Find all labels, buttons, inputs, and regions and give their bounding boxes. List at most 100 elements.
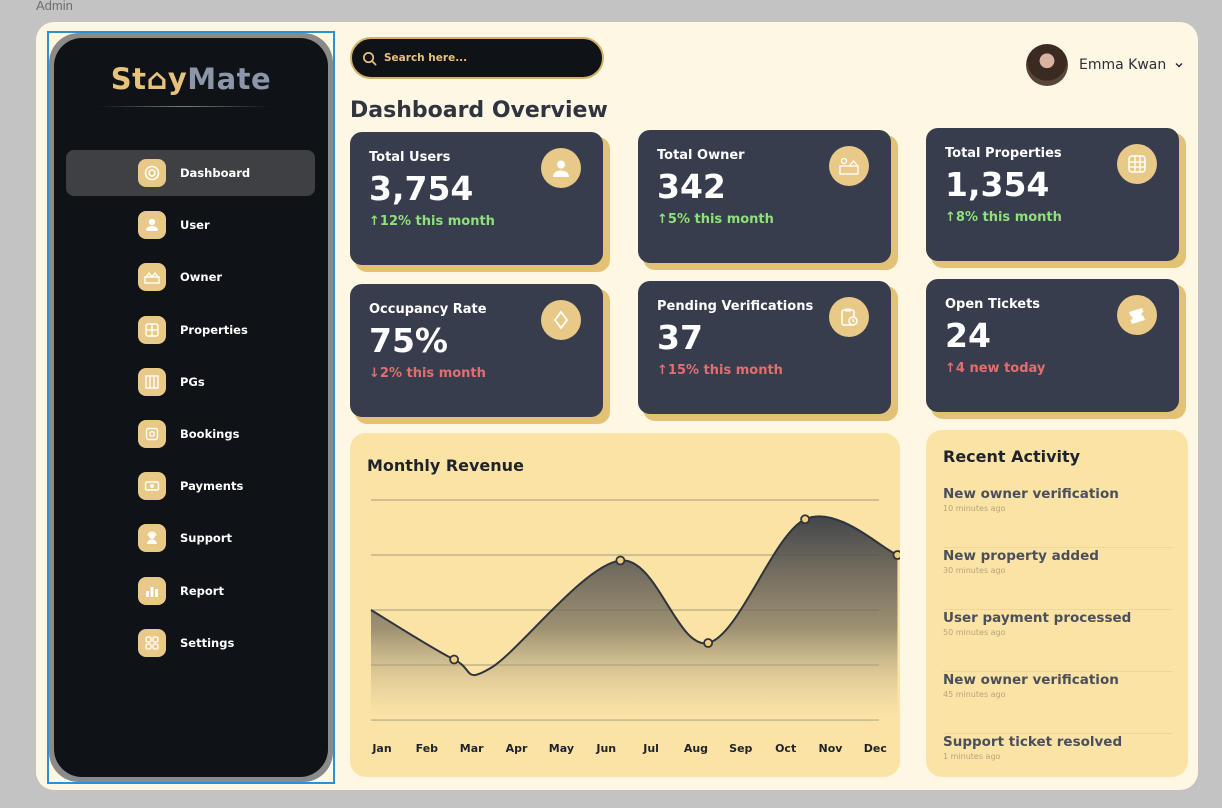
arrow-down-icon: ↓: [369, 366, 380, 381]
support-icon: [138, 524, 166, 553]
x-tick-label: Jun: [595, 742, 616, 755]
activity-time: 50 minutes ago: [943, 628, 1006, 637]
brand-logo[interactable]: St⌂yMate: [110, 62, 272, 96]
activity-time: 30 minutes ago: [943, 566, 1006, 575]
page-title: Dashboard Overview: [350, 98, 608, 123]
owner-icon: [138, 263, 166, 292]
data-point[interactable]: [449, 654, 460, 665]
sidebar-item-label: User: [180, 218, 210, 233]
stat-trend: ↑15% this month: [657, 363, 872, 378]
sidebar-nav: Dashboard User Owner Properties PGs Bookings P…: [66, 150, 315, 672]
x-tick-label: Apr: [506, 742, 528, 755]
sidebar-item-support[interactable]: Support: [66, 515, 315, 561]
stat-trend-text: 5% this month: [667, 212, 774, 227]
stat-trend-text: 12% this month: [379, 214, 495, 229]
x-tick-label: Jul: [642, 742, 659, 755]
x-tick-label: Aug: [684, 742, 708, 755]
arrow-up-icon: ↑: [369, 214, 380, 229]
search-bar[interactable]: [350, 37, 604, 79]
avatar[interactable]: [1026, 44, 1068, 86]
stat-card[interactable]: Total Users 3,754 ↑12% this month: [350, 132, 610, 272]
stat-trend-text: 15% this month: [667, 363, 783, 378]
x-tick-label: Nov: [819, 742, 844, 755]
stat-card[interactable]: Pending Verifications 37 ↑15% this month: [638, 281, 898, 421]
stat-card-body: Total Owner 342 ↑5% this month: [638, 130, 891, 263]
data-point[interactable]: [800, 514, 811, 525]
activity-item[interactable]: Support ticket resolved 1 minutes ago: [943, 734, 1173, 777]
sidebar-item-label: Support: [180, 531, 233, 546]
data-point[interactable]: [892, 550, 900, 560]
x-tick-label: Feb: [416, 742, 439, 755]
revenue-chart-card: Monthly Revenue Jan Feb Mar Apr May Jun Jul Aug…: [350, 433, 900, 777]
house-icon: ⌂: [146, 62, 168, 96]
activity-item[interactable]: New owner verification 45 minutes ago: [943, 672, 1173, 734]
stat-trend: ↓2% this month: [369, 366, 584, 381]
arrow-up-icon: ↑: [945, 361, 956, 376]
activity-text: New property added: [943, 548, 1099, 564]
sidebar-item-label: Report: [180, 583, 224, 598]
users-icon: [541, 148, 581, 188]
sidebar: St⌂yMate Dashboard User Owner Properties PGs…: [54, 38, 328, 777]
recent-activity-panel: Recent Activity New owner verification 10…: [926, 430, 1188, 777]
activity-item[interactable]: New owner verification 10 minutes ago: [943, 486, 1173, 548]
payments-icon: [138, 472, 166, 501]
sidebar-item-payments[interactable]: Payments: [66, 463, 315, 509]
stat-value: 1,354: [945, 165, 1050, 204]
stat-card[interactable]: Total Properties 1,354 ↑8% this month: [926, 128, 1186, 268]
x-tick-label: Oct: [775, 742, 796, 755]
stat-trend: ↑5% this month: [657, 212, 872, 227]
revenue-area: [371, 516, 898, 720]
activity-time: 10 minutes ago: [943, 504, 1006, 513]
sidebar-item-user[interactable]: User: [66, 202, 315, 248]
sidebar-item-label: Owner: [180, 270, 223, 285]
stat-card-body: Occupancy Rate 75% ↓2% this month: [350, 284, 603, 417]
sidebar-item-settings[interactable]: Settings: [66, 620, 315, 666]
sidebar-item-pgs[interactable]: PGs: [66, 359, 315, 405]
activity-item[interactable]: User payment processed 50 minutes ago: [943, 610, 1173, 672]
revenue-chart: Jan Feb Mar Apr May Jun Jul Aug Sep Oct Nov Dec: [370, 499, 900, 755]
sidebar-item-dashboard[interactable]: Dashboard: [66, 150, 315, 196]
stat-title: Open Tickets: [945, 297, 1041, 312]
properties-icon: [138, 315, 166, 344]
revenue-title: Monthly Revenue: [367, 456, 524, 475]
user-menu[interactable]: Emma Kwan: [1026, 44, 1184, 86]
stat-value: 24: [945, 316, 991, 355]
properties-grid-icon: [1117, 144, 1157, 184]
logo-divider: [98, 106, 270, 107]
sidebar-item-owner[interactable]: Owner: [66, 254, 315, 300]
x-tick-label: Dec: [864, 742, 887, 755]
sidebar-item-label: Settings: [180, 635, 235, 650]
data-point[interactable]: [703, 638, 714, 648]
report-icon: [138, 576, 166, 605]
data-point[interactable]: [615, 555, 626, 566]
sidebar-item-label: Payments: [180, 479, 244, 494]
x-tick-label: May: [549, 742, 574, 755]
stat-trend-text: 2% this month: [379, 366, 486, 381]
stat-value: 75%: [369, 321, 448, 360]
sidebar-item-bookings[interactable]: Bookings: [66, 411, 315, 457]
stat-trend: ↑12% this month: [369, 214, 584, 229]
user-icon: [138, 211, 166, 240]
chevron-down-icon[interactable]: [1174, 60, 1184, 70]
arrow-up-icon: ↑: [657, 363, 668, 378]
sidebar-item-report[interactable]: Report: [66, 568, 315, 614]
sidebar-item-label: Bookings: [180, 426, 240, 441]
diamond-icon: [541, 300, 581, 340]
activity-text: New owner verification: [943, 672, 1119, 688]
stat-card[interactable]: Occupancy Rate 75% ↓2% this month: [350, 284, 610, 424]
search-input[interactable]: [384, 52, 574, 64]
sidebar-item-label: PGs: [180, 374, 205, 389]
sidebar-item-label: Properties: [180, 322, 248, 337]
activity-text: Support ticket resolved: [943, 734, 1123, 750]
stat-card-body: Total Properties 1,354 ↑8% this month: [926, 128, 1179, 261]
stat-card-body: Pending Verifications 37 ↑15% this month: [638, 281, 891, 414]
stat-title: Occupancy Rate: [369, 302, 487, 317]
stat-card[interactable]: Total Owner 342 ↑5% this month: [638, 130, 898, 270]
sidebar-item-properties[interactable]: Properties: [66, 307, 315, 353]
stat-trend-text: 8% this month: [955, 210, 1062, 225]
activity-text: User payment processed: [943, 610, 1132, 626]
activity-item[interactable]: New property added 30 minutes ago: [943, 548, 1173, 610]
stat-card[interactable]: Open Tickets 24 ↑4 new today: [926, 279, 1186, 419]
activity-list: New owner verification 10 minutes ago New …: [943, 486, 1173, 777]
ticket-icon: [1117, 295, 1157, 335]
